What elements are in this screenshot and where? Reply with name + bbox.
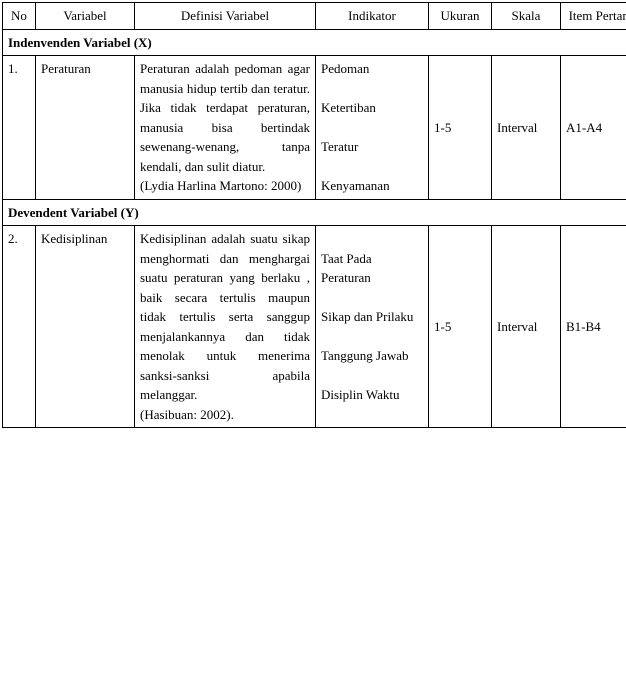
x-skala: Interval (492, 56, 561, 200)
y-variabel: Kedisiplinan (36, 226, 135, 428)
header-item: Item Pertanyaan (561, 3, 626, 30)
header-variabel: Variabel (36, 3, 135, 30)
row-x: 1. Peraturan Peraturan adalah pedoman ag… (3, 56, 626, 200)
x-definisi: Peraturan adalah pedoman agar manusia hi… (135, 56, 316, 200)
operational-definition-table: No Variabel Definisi Variabel Indikator … (2, 2, 626, 428)
x-variabel: Peraturan (36, 56, 135, 200)
x-indikator: PedomanKetertibanTeraturKenyamanan (316, 56, 429, 200)
header-row: No Variabel Definisi Variabel Indikator … (3, 3, 626, 30)
section-y-row: Devendent Variabel (Y) (3, 199, 626, 226)
row-y: 2. Kedisiplinan Kedisiplinan adalah suat… (3, 226, 626, 428)
x-ukuran: 1-5 (429, 56, 492, 200)
y-ukuran: 1-5 (429, 226, 492, 428)
y-indikator: Taat Pada PeraturanSikap dan PrilakuTang… (316, 226, 429, 428)
header-no: No (3, 3, 36, 30)
section-x-title: Indenvenden Variabel (X) (3, 29, 626, 56)
header-definisi: Definisi Variabel (135, 3, 316, 30)
y-no: 2. (3, 226, 36, 428)
x-no: 1. (3, 56, 36, 200)
x-item: A1-A4 (561, 56, 626, 200)
header-skala: Skala (492, 3, 561, 30)
section-x-row: Indenvenden Variabel (X) (3, 29, 626, 56)
section-y-title: Devendent Variabel (Y) (3, 199, 626, 226)
header-ukuran: Ukuran (429, 3, 492, 30)
header-indikator: Indikator (316, 3, 429, 30)
y-skala: Interval (492, 226, 561, 428)
y-definisi: Kedisiplinan adalah suatu sikap menghorm… (135, 226, 316, 428)
y-item: B1-B4 (561, 226, 626, 428)
